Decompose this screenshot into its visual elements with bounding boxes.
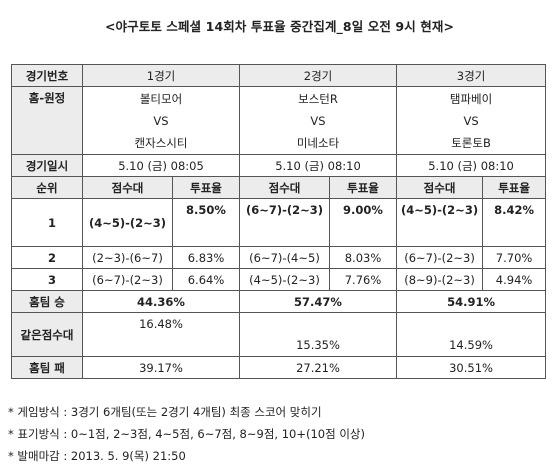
home-loss-rate-1: 39.17% [82,356,240,379]
rank-header-row: 순위 점수대 투표율 점수대 투표율 점수대 투표율 [11,176,547,199]
vote-rate-cell: 9.00% [329,198,397,247]
page-title: <야구토토 스페셜 14회차 투표율 중간집계_8일 오전 9시 현재> [104,19,455,34]
home-loss-rate-2: 27.21% [239,356,397,379]
game-method-note: * 게임방식 : 3경기 6개팀(또는 2경기 4개팀) 최종 스코어 맞히기 [8,405,322,419]
home-win-label: 홈팀 승 [11,290,83,313]
same-score-label: 같은점수대 [11,312,83,357]
home-win-rate-2: 57.47% [239,290,397,313]
same-score-rate-3: 14.59% [395,312,547,357]
rank-label: 순위 [11,176,83,199]
score-range-cell: (6~7)-(2~3) [82,268,173,291]
home-away-row: 홈-원정 볼티모어 VS 캔자스시티 보스턴R VS 미네소타 탬파베이 VS … [11,86,547,155]
rank-number: 3 [11,268,83,291]
rank-number: 2 [11,246,83,269]
sales-deadline-note: * 발매마감 : 2013. 5. 9(목) 21:50 [8,449,186,463]
game-1-header: 1경기 [82,64,240,87]
game-number-label: 경기번호 [11,64,83,87]
same-score-rate-2: 15.35% [239,312,397,357]
rank-row-2: 2 (2~3)-(6~7) 6.83% (6~7)-(4~5) 8.03% (6… [11,246,547,269]
away-team-1: 캔자스시티 [134,135,188,150]
score-range-cell: (2~3)-(6~7) [82,246,173,269]
rank-row-3: 3 (6~7)-(2~3) 6.64% (4~5)-(2~3) 7.76% (8… [11,268,547,291]
notation-note: * 표기방식 : 0~1점, 2~3점, 4~5점, 6~7점, 8~9점, 1… [8,427,365,441]
home-loss-label: 홈팀 패 [11,356,83,379]
score-range-cell: (8~9)-(2~3) [395,268,484,291]
vote-rate-cell: 8.50% [172,198,240,247]
game-date-1: 5.10 (금) 08:05 [82,154,240,177]
game-date-row: 경기일시 5.10 (금) 08:05 5.10 (금) 08:10 5.10 … [11,154,547,177]
rank-number: 1 [11,198,83,247]
vs-label-2: VS [310,113,326,128]
game-number-row: 경기번호 1경기 2경기 3경기 [11,64,547,87]
score-range-cell: (6~7)-(2~3) [239,198,330,247]
home-away-label: 홈-원정 [11,86,83,155]
score-range-header-1: 점수대 [82,176,173,199]
same-score-rate-1: 16.48% [82,312,240,357]
game-date-3: 5.10 (금) 08:10 [395,154,547,177]
vote-rate-header-3: 투표율 [482,176,547,199]
vote-rate-cell: 6.64% [172,268,240,291]
game-2-header: 2경기 [239,64,397,87]
score-range-cell: (6~7)-(4~5) [239,246,330,269]
home-loss-rate-3: 30.51% [395,356,547,379]
score-range-cell: (4~5)-(2~3) [395,198,484,247]
matchup-3: 탬파베이 VS 토론토B [395,86,547,155]
score-range-cell: (6~7)-(2~3) [395,246,484,269]
vote-rate-cell: 7.76% [329,268,397,291]
away-team-2: 미네소타 [296,135,340,150]
away-team-3: 토론토B [451,135,491,150]
same-score-row: 같은점수대 16.48% 15.35% 14.59% [11,312,547,357]
score-range-header-3: 점수대 [395,176,484,199]
home-team-3: 탬파베이 [449,91,493,106]
rank-row-1: 1 (4~5)-(2~3) 8.50% (6~7)-(2~3) 9.00% (4… [11,198,547,247]
vote-rate-cell: 8.03% [329,246,397,269]
score-range-cell: (4~5)-(2~3) [239,268,330,291]
game-date-2: 5.10 (금) 08:10 [239,154,397,177]
home-win-row: 홈팀 승 44.36% 57.47% 54.91% [11,290,547,313]
vote-rate-header-1: 투표율 [172,176,240,199]
home-team-2: 보스턴R [298,91,338,106]
score-range-header-2: 점수대 [239,176,330,199]
vote-rate-cell: 4.94% [482,268,547,291]
vote-rate-cell: 6.83% [172,246,240,269]
matchup-1: 볼티모어 VS 캔자스시티 [82,86,240,155]
matchup-2: 보스턴R VS 미네소타 [239,86,397,155]
home-win-rate-3: 54.91% [395,290,547,313]
game-3-header: 3경기 [395,64,547,87]
score-range-cell: (4~5)-(2~3) [82,198,173,247]
home-win-rate-1: 44.36% [82,290,240,313]
home-loss-row: 홈팀 패 39.17% 27.21% 30.51% [11,356,547,379]
vote-rate-header-2: 투표율 [329,176,397,199]
vote-rate-cell: 7.70% [482,246,547,269]
vs-label-1: VS [153,113,169,128]
vote-rate-table: 경기번호 1경기 2경기 3경기 홈-원정 볼티모어 VS 캔자스시티 보스턴R… [11,64,547,379]
vs-label-3: VS [463,113,479,128]
game-date-label: 경기일시 [11,154,83,177]
vote-rate-cell: 8.42% [482,198,547,247]
footnotes: * 게임방식 : 3경기 6개팀(또는 2경기 4개팀) 최종 스코어 맞히기 … [8,401,365,467]
home-team-1: 볼티모어 [139,91,183,106]
